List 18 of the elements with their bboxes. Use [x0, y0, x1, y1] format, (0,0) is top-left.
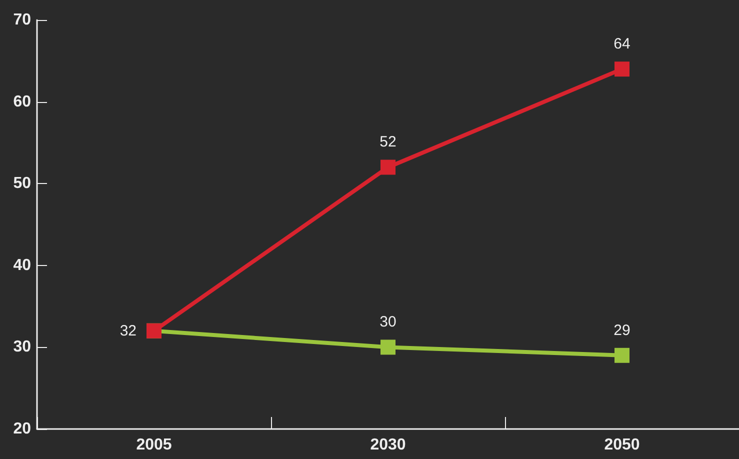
y-tick-label: 50	[13, 175, 32, 192]
y-tick-label: 60	[13, 93, 32, 110]
y-tick-label: 30	[13, 338, 32, 356]
point	[380, 160, 396, 175]
point	[614, 62, 630, 77]
data-label: 64	[614, 36, 630, 53]
data-label: 52	[380, 134, 396, 151]
data-label: 32	[120, 322, 136, 340]
x-tick-label: 2005	[136, 436, 172, 454]
y-tick-label: 70	[13, 12, 32, 28]
data-label: 30	[380, 314, 396, 331]
point	[614, 348, 630, 363]
y-tick-label: 40	[13, 256, 32, 274]
data-label: 29	[614, 322, 630, 339]
x-tick-label: 2030	[370, 436, 406, 454]
x-tick-label: 2050	[604, 436, 640, 454]
point	[380, 340, 396, 355]
y-tick-label: 20	[13, 420, 32, 438]
